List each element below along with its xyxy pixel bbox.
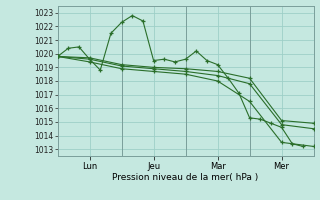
X-axis label: Pression niveau de la mer( hPa ): Pression niveau de la mer( hPa ) bbox=[112, 173, 259, 182]
